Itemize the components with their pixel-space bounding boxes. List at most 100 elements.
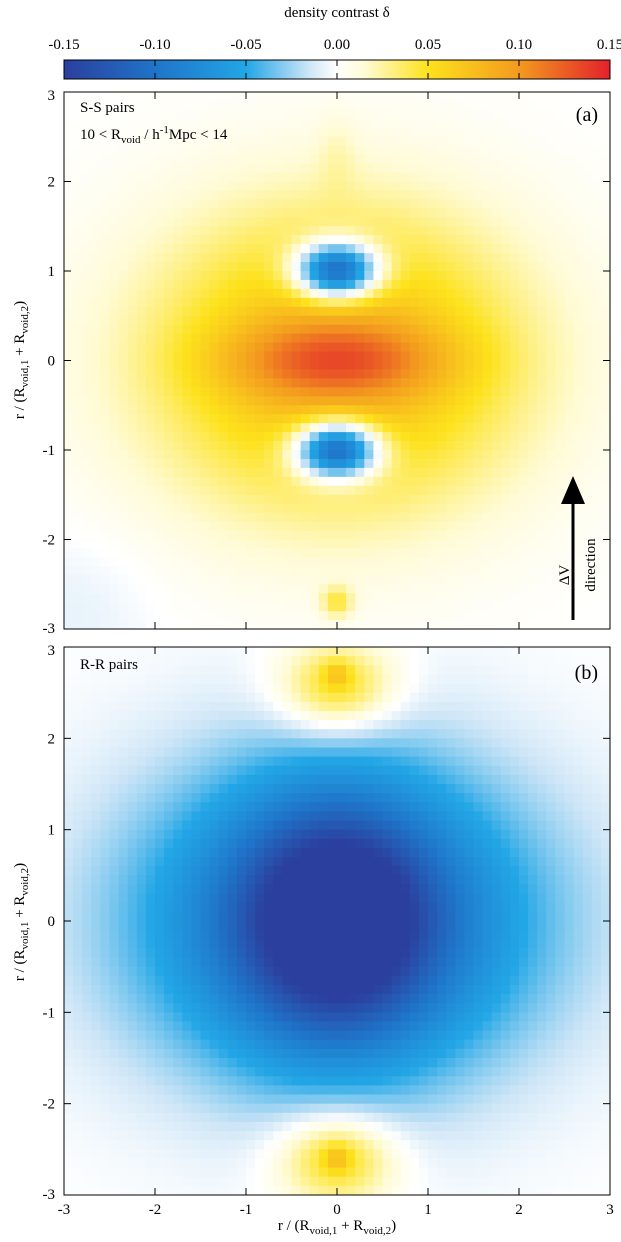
heatmap-cell bbox=[173, 738, 183, 749]
heatmap-cell bbox=[109, 729, 120, 739]
heatmap-cell bbox=[236, 793, 247, 803]
heatmap-cell bbox=[364, 467, 374, 478]
heatmap-cell bbox=[227, 163, 238, 174]
heatmap-cell bbox=[373, 548, 384, 558]
heatmap-cell bbox=[136, 1176, 147, 1187]
heatmap-cell bbox=[455, 127, 465, 138]
heatmap-cell bbox=[164, 378, 174, 388]
heatmap-cell bbox=[164, 784, 174, 794]
heatmap-cell bbox=[428, 306, 438, 317]
heatmap-cell bbox=[155, 539, 165, 550]
heatmap-cell bbox=[464, 351, 475, 362]
heatmap-cell bbox=[64, 423, 74, 433]
heatmap-cell bbox=[482, 181, 493, 192]
heatmap-cell bbox=[282, 100, 293, 111]
heatmap-cell bbox=[109, 710, 120, 721]
heatmap-cell bbox=[246, 1121, 256, 1132]
heatmap-cell bbox=[500, 262, 511, 272]
heatmap-cell bbox=[100, 893, 111, 904]
heatmap-cell bbox=[573, 450, 584, 460]
heatmap-cell bbox=[300, 271, 311, 281]
heatmap-cell bbox=[64, 127, 74, 138]
heatmap-cell bbox=[300, 136, 311, 147]
heatmap-cell bbox=[373, 190, 384, 200]
heatmap-cell bbox=[591, 467, 602, 478]
heatmap-cell bbox=[136, 566, 147, 576]
heatmap-cell bbox=[446, 262, 456, 272]
heatmap-cell bbox=[100, 566, 111, 576]
heatmap-cell bbox=[173, 984, 183, 995]
heatmap-cell bbox=[482, 620, 493, 629]
heatmap-cell bbox=[264, 512, 274, 523]
heatmap-cell bbox=[382, 450, 393, 460]
heatmap-cell bbox=[500, 226, 511, 236]
heatmap-cell bbox=[91, 838, 101, 849]
heatmap-cell bbox=[127, 199, 138, 209]
heatmap-cell bbox=[246, 701, 256, 712]
heatmap-cell bbox=[446, 163, 456, 174]
heatmap-cell bbox=[346, 333, 356, 344]
heatmap-cell bbox=[382, 512, 393, 523]
heatmap-cell bbox=[127, 765, 138, 776]
heatmap-cell bbox=[509, 548, 520, 558]
heatmap-cell bbox=[327, 485, 338, 496]
heatmap-cell bbox=[136, 369, 147, 379]
heatmap-cell bbox=[164, 217, 174, 227]
heatmap-cell bbox=[591, 333, 602, 344]
heatmap-cell bbox=[473, 521, 484, 532]
heatmap-cell bbox=[364, 208, 374, 218]
heatmap-cell bbox=[200, 875, 211, 886]
heatmap-cell bbox=[227, 190, 238, 200]
heatmap-cell bbox=[73, 602, 83, 612]
heatmap-cell bbox=[255, 458, 265, 469]
heatmap-cell bbox=[564, 288, 575, 299]
heatmap-cell bbox=[145, 163, 156, 174]
heatmap-cell bbox=[537, 297, 547, 308]
heatmap-cell bbox=[200, 857, 211, 867]
heatmap-cell bbox=[100, 847, 111, 858]
heatmap-cell bbox=[455, 181, 465, 192]
heatmap-cell bbox=[291, 244, 302, 254]
heatmap-cell bbox=[273, 396, 283, 406]
heatmap-cell bbox=[127, 1067, 138, 1077]
heatmap-cell bbox=[64, 939, 74, 949]
heatmap-cell bbox=[209, 1158, 220, 1169]
heatmap-cell bbox=[109, 829, 120, 840]
heatmap-cell bbox=[346, 548, 356, 558]
heatmap-cell bbox=[500, 208, 511, 218]
heatmap-cell bbox=[91, 1094, 101, 1105]
heatmap-cell bbox=[73, 1131, 83, 1141]
heatmap-cell bbox=[209, 324, 220, 335]
heatmap-cell bbox=[200, 1012, 211, 1023]
heatmap-cell bbox=[246, 611, 256, 621]
heatmap-cell bbox=[264, 190, 274, 200]
heatmap-cell bbox=[73, 1076, 83, 1086]
heatmap-cell bbox=[428, 441, 438, 451]
heatmap-cell bbox=[455, 548, 465, 558]
heatmap-cell bbox=[337, 611, 347, 621]
heatmap-cell bbox=[528, 333, 538, 344]
heatmap-cell bbox=[582, 423, 593, 433]
heatmap-cell bbox=[100, 784, 111, 794]
heatmap-cell bbox=[318, 584, 329, 594]
heatmap-cell bbox=[127, 802, 138, 812]
heatmap-cell bbox=[391, 405, 402, 415]
heatmap-cell bbox=[591, 109, 602, 120]
heatmap-cell bbox=[455, 288, 465, 299]
heatmap-cell bbox=[273, 548, 283, 558]
heatmap-cell bbox=[191, 747, 202, 758]
heatmap-cell bbox=[373, 575, 384, 585]
heatmap-cell bbox=[91, 414, 101, 424]
heatmap-cell bbox=[373, 145, 384, 156]
heatmap-cell bbox=[337, 217, 347, 227]
heatmap-cell bbox=[164, 710, 174, 721]
heatmap-cell bbox=[555, 127, 566, 138]
heatmap-cell bbox=[373, 244, 384, 254]
heatmap-cell bbox=[136, 458, 147, 469]
heatmap-cell bbox=[209, 802, 220, 812]
heatmap-cell bbox=[373, 458, 384, 469]
heatmap-cell bbox=[136, 1149, 147, 1160]
heatmap-cell bbox=[300, 262, 311, 272]
heatmap-cell bbox=[236, 530, 247, 541]
heatmap-cell bbox=[482, 512, 493, 523]
